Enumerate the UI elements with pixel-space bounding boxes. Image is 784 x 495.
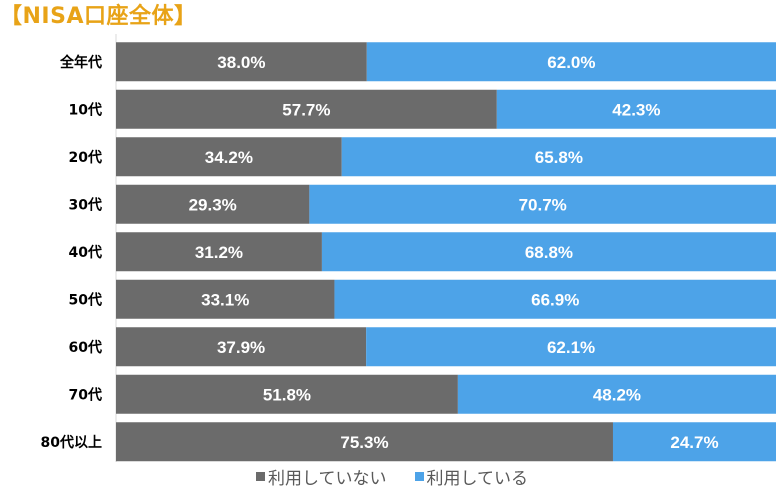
bar-using-7	[457, 374, 776, 414]
category-label-4: 40代	[69, 244, 102, 261]
bar-not-using-5	[116, 279, 335, 319]
bar-using-6	[366, 327, 776, 367]
value-label-not-using-2: 34.2%	[205, 148, 253, 167]
value-label-using-5: 66.9%	[531, 290, 579, 309]
legend-label-using: 利用している	[426, 468, 529, 489]
value-label-not-using-7: 51.8%	[263, 385, 311, 404]
bar-using-0	[366, 42, 776, 82]
bar-using-4	[321, 232, 776, 272]
chart-title: 【NISA口座全体】	[0, 4, 197, 29]
legend: 利用していない 利用している	[0, 464, 784, 489]
bar-not-using-6	[116, 327, 367, 367]
category-label-7: 70代	[69, 386, 102, 403]
category-label-3: 30代	[69, 196, 102, 213]
bar-using-5	[334, 279, 776, 319]
bar-using-3	[309, 184, 776, 224]
bar-using-2	[341, 137, 776, 177]
bar-not-using-7	[116, 374, 458, 414]
category-label-6: 60代	[69, 339, 102, 356]
value-label-using-6: 62.1%	[547, 338, 595, 357]
bar-not-using-0	[116, 42, 367, 82]
value-label-using-1: 42.3%	[612, 100, 660, 119]
category-label-5: 50代	[69, 291, 102, 308]
value-label-using-7: 48.2%	[593, 385, 641, 404]
category-label-2: 20代	[69, 149, 102, 166]
bar-not-using-2	[116, 137, 342, 177]
value-label-not-using-8: 75.3%	[340, 433, 388, 452]
bar-not-using-1	[116, 89, 497, 129]
value-label-using-3: 70.7%	[519, 195, 567, 214]
value-label-not-using-3: 29.3%	[189, 195, 237, 214]
legend-swatch-not-using	[256, 471, 265, 481]
bar-using-8	[612, 422, 776, 462]
value-label-not-using-6: 37.9%	[217, 338, 265, 357]
category-label-1: 10代	[69, 101, 102, 118]
value-label-using-2: 65.8%	[535, 148, 583, 167]
bar-not-using-8	[116, 422, 613, 462]
legend-label-not-using: 利用していない	[268, 468, 387, 489]
value-label-using-0: 62.0%	[547, 53, 595, 72]
legend-item-using: 利用している	[414, 464, 529, 489]
category-label-0: 全年代	[59, 54, 102, 71]
stacked-bar-chart: 全年代 38.0% 62.0% 10代 57.7% 42.3% 20代 34.2% 65.8% 3…	[41, 34, 776, 462]
bar-not-using-3	[116, 184, 310, 224]
value-label-using-8: 24.7%	[670, 433, 718, 452]
legend-swatch-using	[414, 471, 424, 481]
bar-not-using-4	[116, 232, 322, 272]
value-label-not-using-1: 57.7%	[282, 100, 330, 119]
value-label-not-using-0: 38.0%	[217, 53, 265, 72]
value-label-using-4: 68.8%	[525, 243, 573, 262]
bar-using-1	[496, 89, 776, 129]
category-label-8: 80代以上	[41, 434, 102, 451]
value-label-not-using-5: 33.1%	[201, 290, 249, 309]
legend-item-not-using: 利用していない	[256, 464, 387, 489]
value-label-not-using-4: 31.2%	[195, 243, 243, 262]
